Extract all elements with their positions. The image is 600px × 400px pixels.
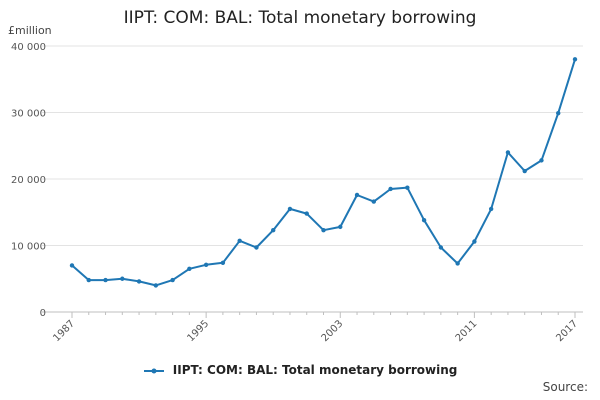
y-tick-label: 0	[40, 308, 46, 319]
x-tick-label: 1987	[51, 318, 77, 344]
data-point	[421, 218, 427, 223]
data-point	[237, 238, 242, 244]
data-point	[103, 277, 108, 283]
data-point	[153, 283, 159, 288]
data-point	[488, 206, 494, 212]
data-point	[455, 261, 460, 266]
x-tick-label: 2011	[454, 318, 480, 344]
series-line	[71, 59, 576, 287]
series	[69, 57, 578, 288]
data-point	[69, 263, 75, 268]
y-axis-ticks: 0 10 000 20 000 30 000 40 000	[11, 42, 46, 319]
axes	[42, 311, 583, 318]
legend-swatch-icon	[143, 368, 164, 373]
data-point	[572, 57, 578, 62]
legend-label: IIPT: COM: BAL: Total monetary borrowing	[172, 363, 458, 377]
data-point	[338, 224, 343, 230]
y-tick-label: 30 000	[11, 109, 46, 120]
data-point	[203, 262, 209, 267]
y-axis-unit-label: £million	[8, 24, 52, 37]
data-point	[405, 185, 410, 190]
data-point	[86, 277, 91, 283]
data-point	[120, 276, 125, 281]
data-point	[522, 168, 527, 174]
data-point	[388, 186, 393, 192]
data-point	[556, 110, 561, 116]
data-point	[220, 260, 226, 265]
data-point	[287, 206, 293, 212]
x-tick-label: 1995	[185, 318, 211, 344]
data-point	[187, 266, 192, 271]
x-tick-label: 2003	[320, 318, 346, 344]
data-point	[170, 277, 175, 283]
y-tick-label: 40 000	[11, 42, 46, 53]
data-point	[438, 245, 444, 250]
data-point	[321, 228, 326, 233]
data-point	[505, 150, 511, 155]
data-point	[254, 245, 259, 250]
legend: IIPT: COM: BAL: Total monetary borrowing	[0, 363, 600, 377]
y-tick-label: 20 000	[11, 175, 46, 186]
y-tick-label: 10 000	[11, 242, 46, 253]
data-point	[354, 192, 360, 198]
source-label: Source:	[542, 380, 588, 394]
chart-title: IIPT: COM: BAL: Total monetary borrowing	[123, 8, 477, 28]
data-point	[472, 239, 477, 244]
data-point	[271, 228, 276, 233]
x-axis-ticks: 1987 1995 2003 2011 2017	[51, 318, 580, 344]
grid-lines	[42, 45, 583, 246]
data-point	[304, 211, 309, 216]
x-tick-label: 2017	[554, 318, 580, 344]
data-point	[371, 199, 376, 204]
data-point	[539, 158, 544, 163]
data-point	[136, 279, 142, 284]
